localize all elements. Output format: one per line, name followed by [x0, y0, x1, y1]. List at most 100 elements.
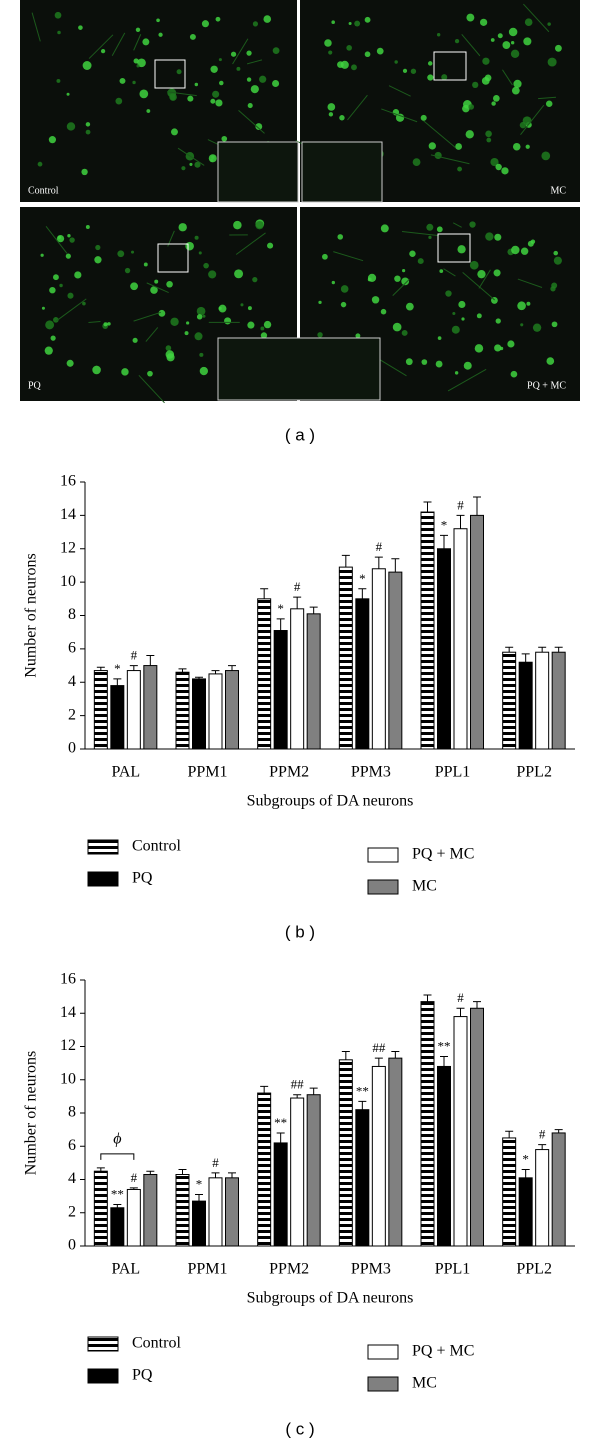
neuron-dot	[272, 79, 280, 87]
error-bar	[309, 606, 318, 614]
bar	[192, 678, 206, 750]
bar	[306, 613, 321, 750]
neuron-dot	[445, 290, 452, 297]
significance-mark: *	[196, 1176, 203, 1191]
neuron-dot	[69, 237, 75, 243]
micrograph-label: MC	[550, 185, 566, 196]
neuron-dot	[392, 322, 402, 332]
y-tick-label: 10	[60, 573, 76, 590]
fiber	[232, 38, 249, 65]
neuron-dot	[318, 300, 322, 305]
micrograph-label: Control	[28, 185, 59, 196]
neuron-dot	[426, 223, 434, 231]
error-bar	[293, 596, 302, 609]
neuron-dot	[81, 168, 88, 176]
neuron-dot	[493, 95, 500, 102]
neuron-dot	[263, 15, 272, 23]
neuron-dot	[158, 309, 166, 317]
neuron-dot	[260, 332, 268, 339]
neuron-dot	[196, 314, 203, 320]
fiber	[538, 96, 557, 100]
x-tick-label: PPL2	[516, 764, 552, 781]
y-axis-label: Number of neurons	[23, 1051, 40, 1175]
neuron-dot	[230, 51, 237, 57]
neuron-dot	[462, 104, 470, 113]
neuron-dot	[189, 33, 196, 40]
y-tick-label: 16	[60, 473, 76, 490]
bar	[470, 514, 484, 750]
fiber	[88, 320, 101, 323]
neuron-dot	[202, 314, 206, 318]
x-tick-label: PAL	[111, 764, 140, 781]
neuron-dot	[331, 20, 335, 24]
error-bar	[260, 1085, 269, 1094]
neuron-dot	[215, 99, 223, 107]
neuron-dot	[194, 235, 199, 240]
bar	[388, 571, 403, 750]
neuron-dot	[511, 245, 520, 255]
neuron-dot	[428, 235, 432, 240]
bar	[175, 671, 190, 750]
neuron-dot	[401, 329, 408, 336]
neuron-dot	[550, 286, 556, 292]
neuron-dot	[376, 47, 384, 55]
neuron-dot	[469, 260, 479, 270]
neuron-dot	[137, 58, 146, 68]
neuron-dot	[255, 123, 263, 130]
neuron-dot	[117, 250, 125, 258]
neuron-dot	[486, 137, 492, 143]
neuron-dot	[525, 144, 530, 149]
neuron-dot	[331, 280, 336, 285]
significance-mark: *	[522, 1152, 529, 1167]
error-bar	[129, 1187, 138, 1190]
neuron-dot	[476, 313, 482, 319]
y-tick-label: 2	[68, 1203, 76, 1220]
neuron-dot	[115, 97, 123, 105]
neuron-dot	[510, 41, 515, 45]
bar	[371, 1065, 386, 1247]
neuron-dot	[364, 16, 371, 23]
neuron-dot	[186, 321, 190, 325]
significance-mark: **	[111, 1186, 124, 1201]
neuron-dot	[466, 13, 475, 22]
neuron-dot	[208, 270, 217, 279]
x-axis-label: Subgroups of DA neurons	[247, 793, 414, 810]
fiber	[235, 232, 266, 255]
significance-mark: #	[131, 1170, 138, 1185]
error-bar	[505, 1130, 514, 1138]
bar	[93, 1170, 108, 1247]
neuron-dot	[121, 368, 129, 376]
insets	[154, 51, 471, 401]
bar	[290, 1097, 305, 1247]
neuron-dot	[218, 304, 227, 313]
y-tick-label: 6	[68, 640, 76, 657]
neuron-dot	[510, 49, 520, 59]
y-tick-label: 8	[68, 606, 76, 623]
legend-label: PQ + MC	[412, 846, 474, 863]
neuron-dot	[82, 61, 92, 70]
bar	[192, 1200, 206, 1247]
y-tick-label: 16	[60, 971, 76, 988]
neuron-dot	[439, 269, 444, 274]
neuron-dot	[394, 60, 398, 64]
micrograph-panel	[20, 0, 580, 404]
y-tick-label: 14	[60, 1004, 76, 1021]
neuron-dot	[150, 286, 158, 294]
neuron-dot	[255, 220, 264, 230]
neuron-dot	[82, 301, 86, 306]
neuron-dot	[495, 163, 502, 171]
neuron-dot	[458, 300, 466, 309]
x-tick-label: PPL2	[516, 1261, 552, 1278]
bar	[143, 665, 158, 750]
neuron-dot	[380, 224, 389, 233]
neuron-dot	[497, 33, 503, 39]
fiber	[443, 268, 456, 277]
neuron-dot	[339, 115, 345, 121]
neuron-dot	[494, 344, 502, 352]
neuron-dot	[472, 81, 479, 88]
neuron-dot	[166, 280, 173, 288]
error-bar	[521, 1169, 530, 1178]
y-tick-label: 0	[68, 1237, 76, 1254]
neuron-dot	[522, 116, 532, 126]
inset	[301, 141, 383, 203]
